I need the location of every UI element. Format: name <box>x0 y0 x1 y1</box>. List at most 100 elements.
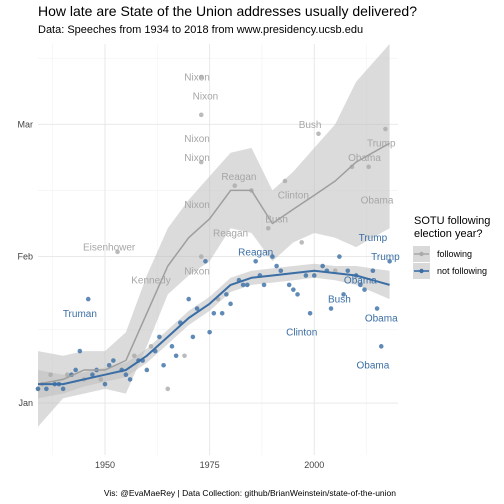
data-point-not-following <box>270 254 275 259</box>
data-point-following <box>265 225 271 231</box>
confidence-band-following <box>38 44 390 427</box>
data-point-not-following <box>337 254 342 259</box>
legend: SOTU following election year? following not… <box>413 215 490 279</box>
data-point-following <box>198 254 204 259</box>
legend-key-point <box>419 251 424 257</box>
data-point-not-following <box>102 381 108 387</box>
data-point-not-following <box>207 329 212 335</box>
data-point-following <box>198 112 204 118</box>
president-label: Eisenhower <box>83 243 136 254</box>
data-point-not-following <box>253 259 258 264</box>
data-point-not-following <box>295 292 300 297</box>
data-point-following <box>282 178 288 184</box>
president-label: Clinton <box>286 328 317 339</box>
data-point-not-following <box>245 282 250 288</box>
chart-caption: Vis: @EvaMaeRey | Data Collection: githu… <box>104 488 396 498</box>
data-point-following <box>332 268 338 274</box>
data-point-not-following <box>286 282 292 288</box>
data-point-not-following <box>320 263 325 269</box>
data-point-not-following <box>224 292 229 297</box>
data-point-following <box>383 126 388 132</box>
data-point-following <box>98 377 104 382</box>
data-point-not-following <box>144 367 150 373</box>
trend-line-not-following <box>38 269 390 386</box>
legend-label: following <box>437 249 472 259</box>
president-label: Nixon <box>184 266 210 277</box>
data-point-not-following <box>311 273 317 278</box>
president-label: Reagan <box>221 172 256 183</box>
president-label: Nixon <box>193 91 219 102</box>
president-label: Reagan <box>213 228 248 239</box>
y-tick-label: Feb <box>17 252 33 262</box>
data-point-not-following <box>341 292 346 297</box>
data-point-not-following <box>73 367 78 373</box>
president-label: Trump <box>367 139 396 150</box>
president-label: Obama <box>348 153 381 164</box>
president-label: Trump <box>371 252 400 263</box>
president-label: Obama <box>365 314 398 325</box>
data-point-not-following <box>111 358 116 363</box>
data-point-not-following <box>387 259 392 264</box>
president-label: Clinton <box>278 191 309 202</box>
president-label: Bush <box>265 214 288 225</box>
data-point-not-following <box>123 372 129 377</box>
data-point-not-following <box>211 310 217 316</box>
legend-key-point <box>419 268 424 274</box>
data-point-not-following <box>228 301 233 307</box>
data-point-not-following <box>328 306 334 311</box>
data-point-following <box>182 353 187 359</box>
data-point-following <box>131 353 137 359</box>
data-point-not-following <box>362 287 367 292</box>
data-point-not-following <box>127 377 133 382</box>
data-point-not-following <box>77 348 83 354</box>
data-point-not-following <box>60 386 66 392</box>
president-label: Nixon <box>184 153 210 164</box>
data-point-not-following <box>240 282 246 288</box>
trend-line-following <box>37 142 390 385</box>
data-point-not-following <box>35 386 41 392</box>
president-label: Obama <box>361 195 394 206</box>
data-point-not-following <box>303 273 309 278</box>
data-point-following <box>366 164 371 170</box>
data-point-not-following <box>173 353 179 359</box>
x-tick-label: 1975 <box>200 460 220 470</box>
x-tick-label: 2000 <box>304 460 324 470</box>
president-label: Bush <box>328 295 351 306</box>
data-point-not-following <box>291 287 296 292</box>
data-point-not-following <box>278 268 284 274</box>
data-point-not-following <box>370 268 376 274</box>
chart-subtitle: Data: Speeches from 1934 to 2018 from ww… <box>38 24 363 36</box>
legend-label: not following <box>437 266 487 276</box>
data-point-following <box>198 159 204 165</box>
data-point-following <box>148 344 154 349</box>
data-point-not-following <box>90 372 95 377</box>
data-point-not-following <box>186 296 191 302</box>
data-point-not-following <box>85 296 91 302</box>
data-point-not-following <box>219 310 225 316</box>
data-point-not-following <box>194 306 200 311</box>
legend-title: SOTU following election year? <box>414 215 490 240</box>
president-label: Obama <box>356 361 389 372</box>
data-point-following <box>232 183 238 189</box>
plot-area: 1950 1975 2000 Jan Feb Mar Nixon Nixon Nixon Nixo… <box>17 44 400 470</box>
data-point-following <box>48 372 53 377</box>
data-point-not-following <box>106 362 112 368</box>
confidence-band-not-following <box>38 263 390 399</box>
data-point-not-following <box>157 334 162 340</box>
president-label: Truman <box>63 309 97 320</box>
x-tick-label: 1950 <box>95 460 115 470</box>
y-tick-label: Jan <box>18 398 33 408</box>
president-label: Nixon <box>184 73 210 84</box>
president-label: Nixon <box>184 134 210 145</box>
y-tick-label: Mar <box>18 119 34 129</box>
president-label: Obama <box>344 276 377 287</box>
data-point-not-following <box>374 306 380 311</box>
data-point-not-following <box>203 259 208 264</box>
data-point-following <box>165 386 171 392</box>
data-point-not-following <box>161 362 166 368</box>
data-point-not-following <box>358 282 363 288</box>
data-point-following <box>198 74 204 80</box>
data-point-following <box>299 240 305 245</box>
data-point-not-following <box>345 268 351 274</box>
